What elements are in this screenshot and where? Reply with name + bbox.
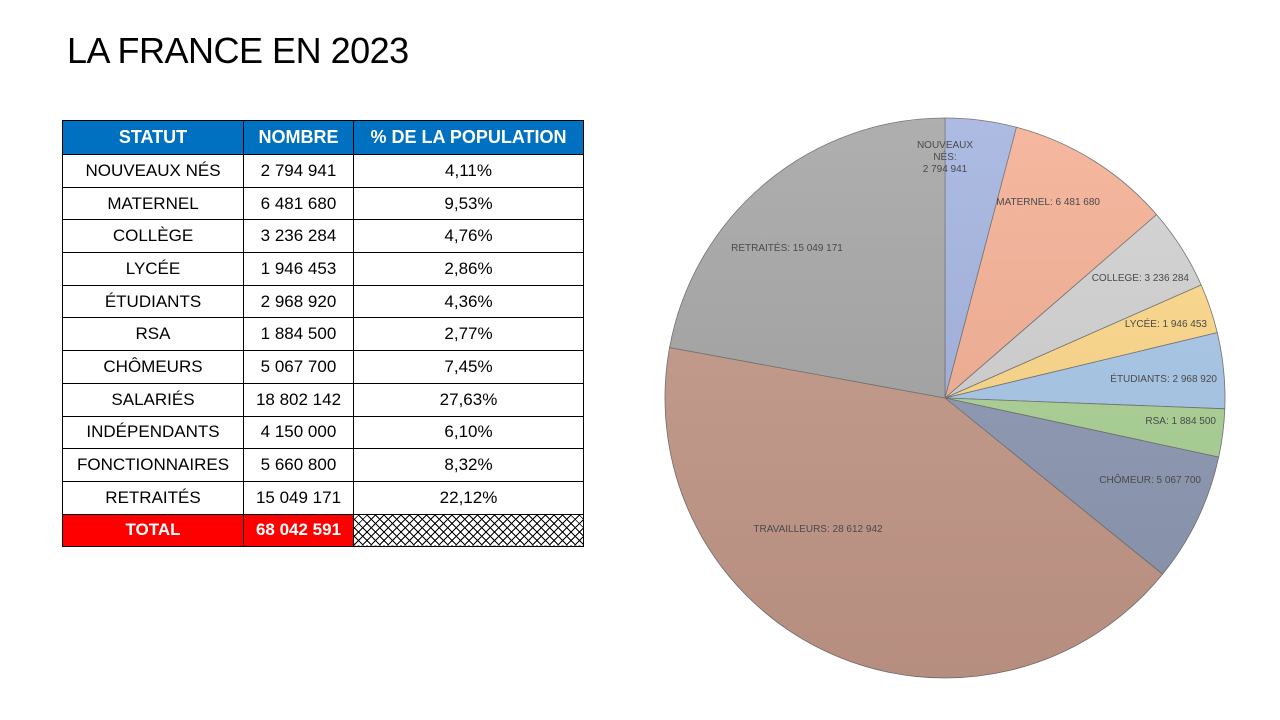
table-row: CHÔMEURS 5 067 700 7,45% [62,350,584,384]
cell-statut: COLLÈGE [62,219,244,254]
pie-data-label: NOUVEAUX NÉS: 2 794 941 [917,140,973,175]
cell-nombre: 18 802 142 [243,382,354,417]
cell-pourcentage: 4,11% [353,154,584,188]
cell-nombre: 6 481 680 [243,186,354,221]
table-header-row: STATUT NOMBRE % DE LA POPULATION [62,120,584,155]
cell-statut: CHÔMEURS [62,350,244,384]
population-table: STATUT NOMBRE % DE LA POPULATION NOUVEAU… [62,120,584,548]
table-row: MATERNEL 6 481 680 9,53% [62,186,584,221]
table-row: ÉTUDIANTS 2 968 920 4,36% [62,284,584,319]
total-hatched-cell [353,513,584,548]
cell-nombre: 5 067 700 [243,350,354,384]
cell-nombre: 3 236 284 [243,219,354,254]
pie-data-label: MATERNEL: 6 481 680 [996,197,1100,208]
cell-statut: ÉTUDIANTS [62,284,244,319]
cell-statut: NOUVEAUX NÉS [62,154,244,188]
header-nombre: NOMBRE [243,120,354,155]
pie-data-label: RSA: 1 884 500 [1145,416,1216,427]
table-row: NOUVEAUX NÉS 2 794 941 4,11% [62,154,584,188]
pie-data-label: TRAVAILLEURS: 28 612 942 [753,524,883,535]
table-row: RETRAITÉS 15 049 171 22,12% [62,480,584,515]
cell-nombre: 1 884 500 [243,317,354,352]
table-row: FONCTIONNAIRES 5 660 800 8,32% [62,448,584,482]
cell-nombre: 1 946 453 [243,252,354,286]
table-row: LYCÉE 1 946 453 2,86% [62,252,584,286]
cell-pourcentage: 8,32% [353,448,584,482]
cell-pourcentage: 22,12% [353,480,584,515]
cell-pourcentage: 4,76% [353,219,584,254]
cell-nombre: 5 660 800 [243,448,354,482]
cell-statut: MATERNEL [62,186,244,221]
cell-nombre: 2 968 920 [243,284,354,319]
table-row: RSA 1 884 500 2,77% [62,317,584,352]
cell-pourcentage: 7,45% [353,350,584,384]
cell-statut: RETRAITÉS [62,480,244,515]
table-total-row: TOTAL 68 042 591 [62,513,584,548]
pie-chart: NOUVEAUX NÉS: 2 794 941 MATERNEL: 6 481 680… [664,117,1226,679]
pie-data-label: ÉTUDIANTS: 2 968 920 [1110,372,1217,385]
cell-statut: INDÉPENDANTS [62,415,244,450]
cell-pourcentage: 2,86% [353,252,584,286]
header-statut: STATUT [62,120,244,155]
cell-pourcentage: 27,63% [353,382,584,417]
table-body: NOUVEAUX NÉS 2 794 941 4,11% MATERNEL 6 481 … [62,154,584,515]
total-value: 68 042 591 [243,513,354,548]
table-row: INDÉPENDANTS 4 150 000 6,10% [62,415,584,450]
total-label: TOTAL [62,513,244,548]
pie-data-label: RETRAITÉS: 15 049 171 [731,241,843,254]
cell-statut: FONCTIONNAIRES [62,448,244,482]
cell-nombre: 2 794 941 [243,154,354,188]
cell-pourcentage: 9,53% [353,186,584,221]
page-title: LA FRANCE EN 2023 [67,30,409,71]
cell-nombre: 15 049 171 [243,480,354,515]
table-row: SALARIÉS 18 802 142 27,63% [62,382,584,417]
table-row: COLLÈGE 3 236 284 4,76% [62,219,584,254]
pie-data-label: CHÔMEUR: 5 067 700 [1099,473,1201,486]
cell-pourcentage: 6,10% [353,415,584,450]
header-pourcentage: % DE LA POPULATION [353,120,584,155]
cell-pourcentage: 4,36% [353,284,584,319]
cell-statut: LYCÉE [62,252,244,286]
cell-statut: RSA [62,317,244,352]
pie-data-label: LYCÉE: 1 946 453 [1125,317,1208,330]
cell-pourcentage: 2,77% [353,317,584,352]
cell-nombre: 4 150 000 [243,415,354,450]
cell-statut: SALARIÉS [62,382,244,417]
pie-data-label: COLLEGE: 3 236 284 [1092,273,1190,284]
pie-shading [665,118,1225,678]
